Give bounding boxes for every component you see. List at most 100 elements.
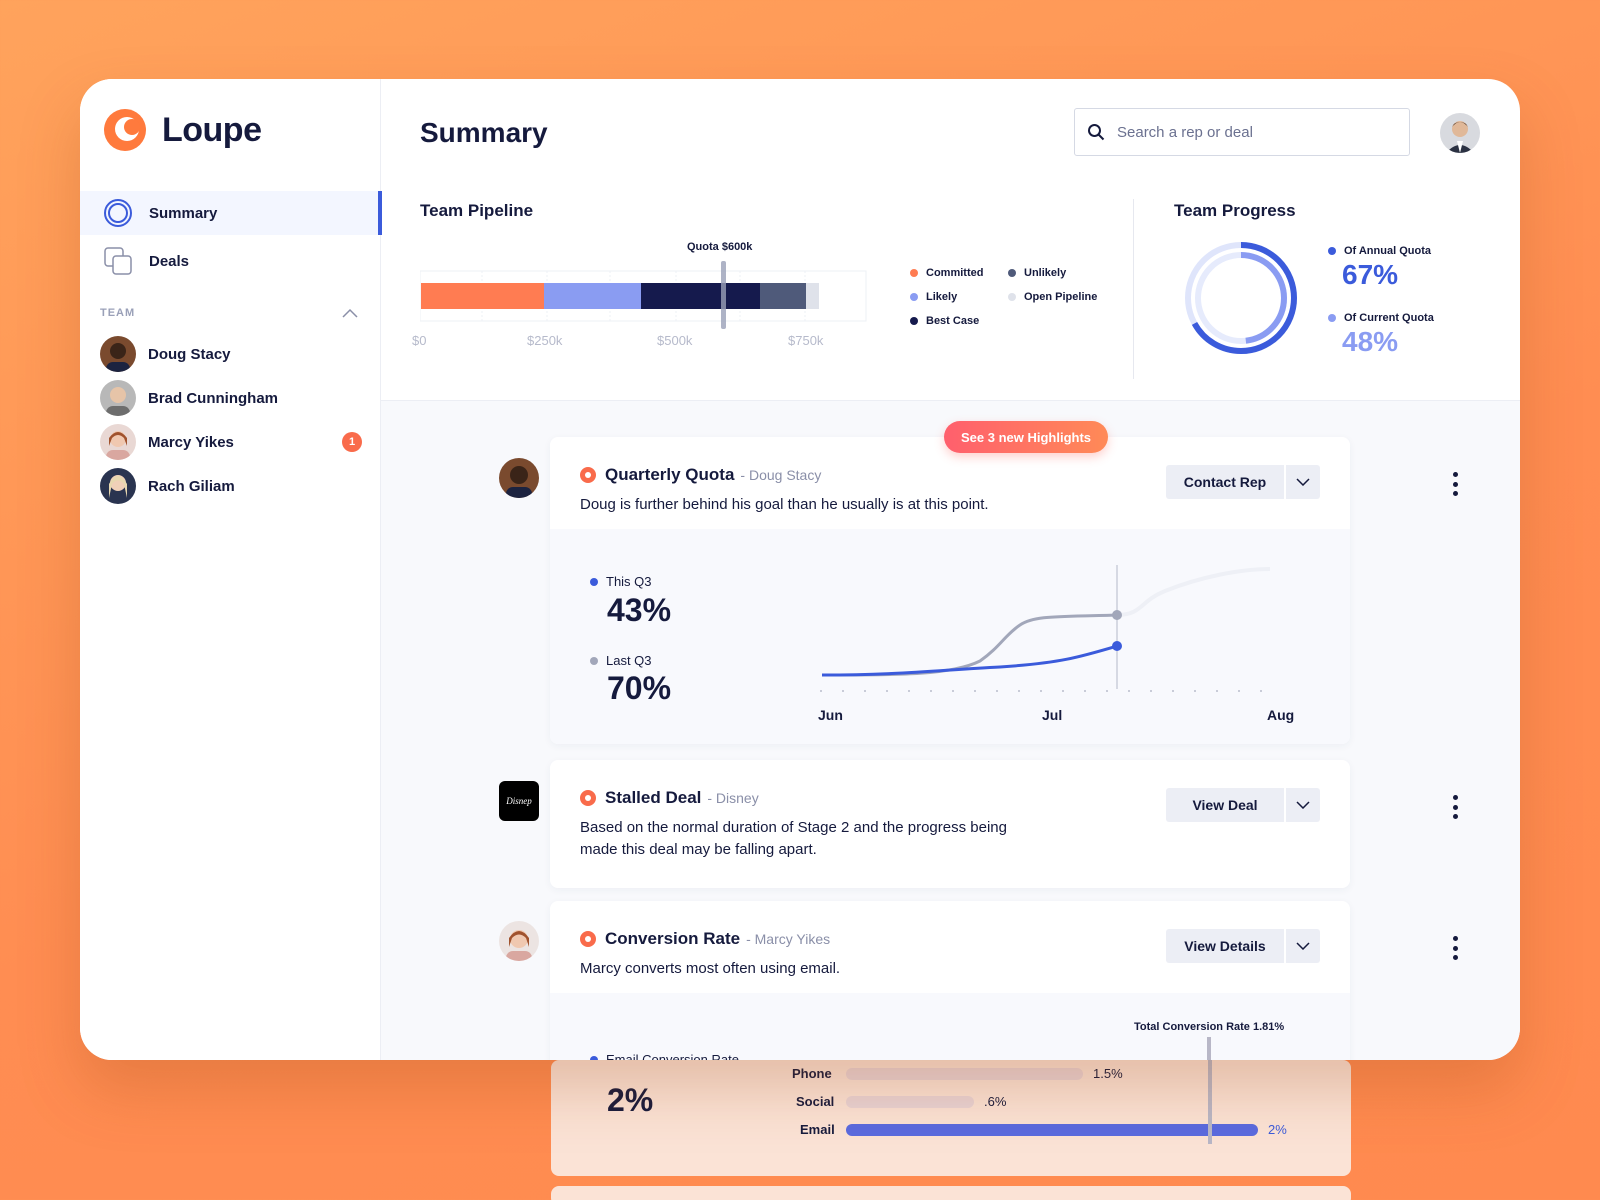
conversion-card-overflow: 2% Phone 1.5% Social .6% Email 2% [551,1060,1351,1176]
label-text: Of Current Quota [1344,312,1434,324]
x-axis-label: Jun [818,707,843,723]
bar-label-social: Social [796,1094,835,1109]
annual-quota-arc [1185,242,1297,354]
member-name: Brad Cunningham [148,389,278,407]
stat-label-email-rate: Email Conversion Rate [590,1052,739,1060]
search-box[interactable] [1074,108,1410,156]
contact-rep-button-group: Contact Rep [1166,465,1320,499]
card-title: Stalled Deal - Disney [580,788,759,808]
highlight-card-conversion-rate: Conversion Rate - Marcy Yikes Marcy conv… [550,901,1350,1060]
user-avatar[interactable] [1440,113,1480,153]
avatar [499,921,539,961]
card-title: Conversion Rate - Marcy Yikes [580,929,830,949]
progress-donut [1185,242,1297,354]
card-description: Doug is further behind his goal than he … [580,496,989,513]
current-quota-arc [1195,252,1287,344]
card-subject: - Doug Stacy [740,467,822,483]
view-details-button[interactable]: View Details [1166,929,1284,963]
dropdown-toggle[interactable] [1286,465,1320,499]
legend-label: Likely [926,291,958,303]
disney-logo: Disnep [499,781,539,821]
legend-best-case: Best Case [910,315,979,327]
nav-item-deals[interactable]: Deals [80,239,381,283]
card-title-text: Stalled Deal [605,788,702,807]
quota-trend-line-chart [820,565,1280,692]
summary-ring-icon [102,197,134,229]
sidebar: Loupe Summary Deals TEAM Doug Stacy Brad… [80,79,382,1060]
point-last-q3 [1112,610,1122,620]
conversion-marker [1207,1037,1211,1060]
stat-label-this-q3: This Q3 [590,574,652,589]
search-input[interactable] [1117,123,1387,141]
new-highlights-button[interactable]: See 3 new Highlights [944,421,1108,453]
dropdown-toggle[interactable] [1286,929,1320,963]
more-options-icon[interactable] [1451,472,1459,496]
avatar [100,424,136,460]
contact-rep-button[interactable]: Contact Rep [1166,465,1284,499]
bar-value-phone: 1.5% [1093,1066,1123,1081]
nav-item-summary[interactable]: Summary [80,191,382,235]
card-subject: - Disney [707,790,759,806]
tick-label: $0 [412,333,427,348]
card-chart-panel [550,993,1350,1060]
view-deal-button[interactable]: View Deal [1166,788,1284,822]
legend-likely: Likely [910,291,957,303]
quota-label: Quota $600k [687,241,753,253]
card-subject: - Marcy Yikes [746,931,831,947]
bar-value-email: 2% [1268,1122,1287,1137]
chevron-up-icon[interactable] [342,308,358,318]
series-last-q3 [821,613,1118,677]
tick-label: $750k [788,333,824,348]
conversion-bars-overflow [846,1060,1258,1144]
card-description: Based on the normal duration of Stage 2 … [580,817,1007,861]
x-axis-label: Aug [1267,707,1295,723]
view-deal-button-group: View Deal [1166,788,1320,822]
legend-open-pipeline: Open Pipeline [1008,291,1097,303]
member-name: Rach Giliam [148,477,235,495]
dropdown-toggle[interactable] [1286,788,1320,822]
progress-title: Team Progress [1174,201,1296,220]
more-options-icon[interactable] [1451,795,1459,819]
team-member-marcy[interactable]: Marcy Yikes 1 [100,424,362,460]
annual-quota-label: Of Annual Quota [1328,245,1431,257]
app-name: Loupe [162,110,262,149]
description-line: made this deal may be falling apart. [580,841,817,858]
deals-stack-icon [102,245,134,277]
quota-marker [721,261,726,329]
brand-logo[interactable]: Loupe [102,107,262,153]
next-card-peek [551,1186,1351,1200]
legend-committed: Committed [910,267,983,279]
segment-open-pipeline [806,283,819,309]
notification-badge: 1 [342,432,362,452]
app-window: Loupe Summary Deals TEAM Doug Stacy Brad… [80,79,1520,1060]
chevron-down-icon [1296,942,1310,950]
email-stat-value-overflow: 2% [607,1082,654,1118]
card-chart-panel [550,529,1350,744]
section-divider [1133,199,1134,379]
segment-best-case [641,283,760,309]
stat-value-this-q3: 43% [607,592,672,628]
card-title-text: Conversion Rate [605,929,741,948]
current-quota-label: Of Current Quota [1328,312,1434,324]
segment-likely [544,283,641,309]
disney-logo-text: Disnep [506,796,532,806]
more-options-icon[interactable] [1451,936,1459,960]
label-text: Email Conversion Rate [606,1052,739,1060]
avatar [499,458,539,498]
segment-unlikely [760,283,806,309]
team-section-header: TEAM [100,307,358,319]
label-text: Of Annual Quota [1344,245,1431,257]
member-name: Marcy Yikes [148,433,234,451]
legend-label: Unlikely [1024,267,1067,279]
team-member-rach[interactable]: Rach Giliam [100,468,362,504]
alert-star-icon [580,931,596,947]
bar-label-phone: Phone [792,1066,832,1081]
chevron-down-icon [1296,801,1310,809]
bar-label-email: Email [800,1122,835,1137]
team-member-doug[interactable]: Doug Stacy [100,336,362,372]
label-text: This Q3 [606,574,652,589]
member-name: Doug Stacy [148,345,231,363]
stat-value-last-q3: 70% [607,670,672,706]
series-forecast [1116,567,1271,617]
team-member-brad[interactable]: Brad Cunningham [100,380,362,416]
